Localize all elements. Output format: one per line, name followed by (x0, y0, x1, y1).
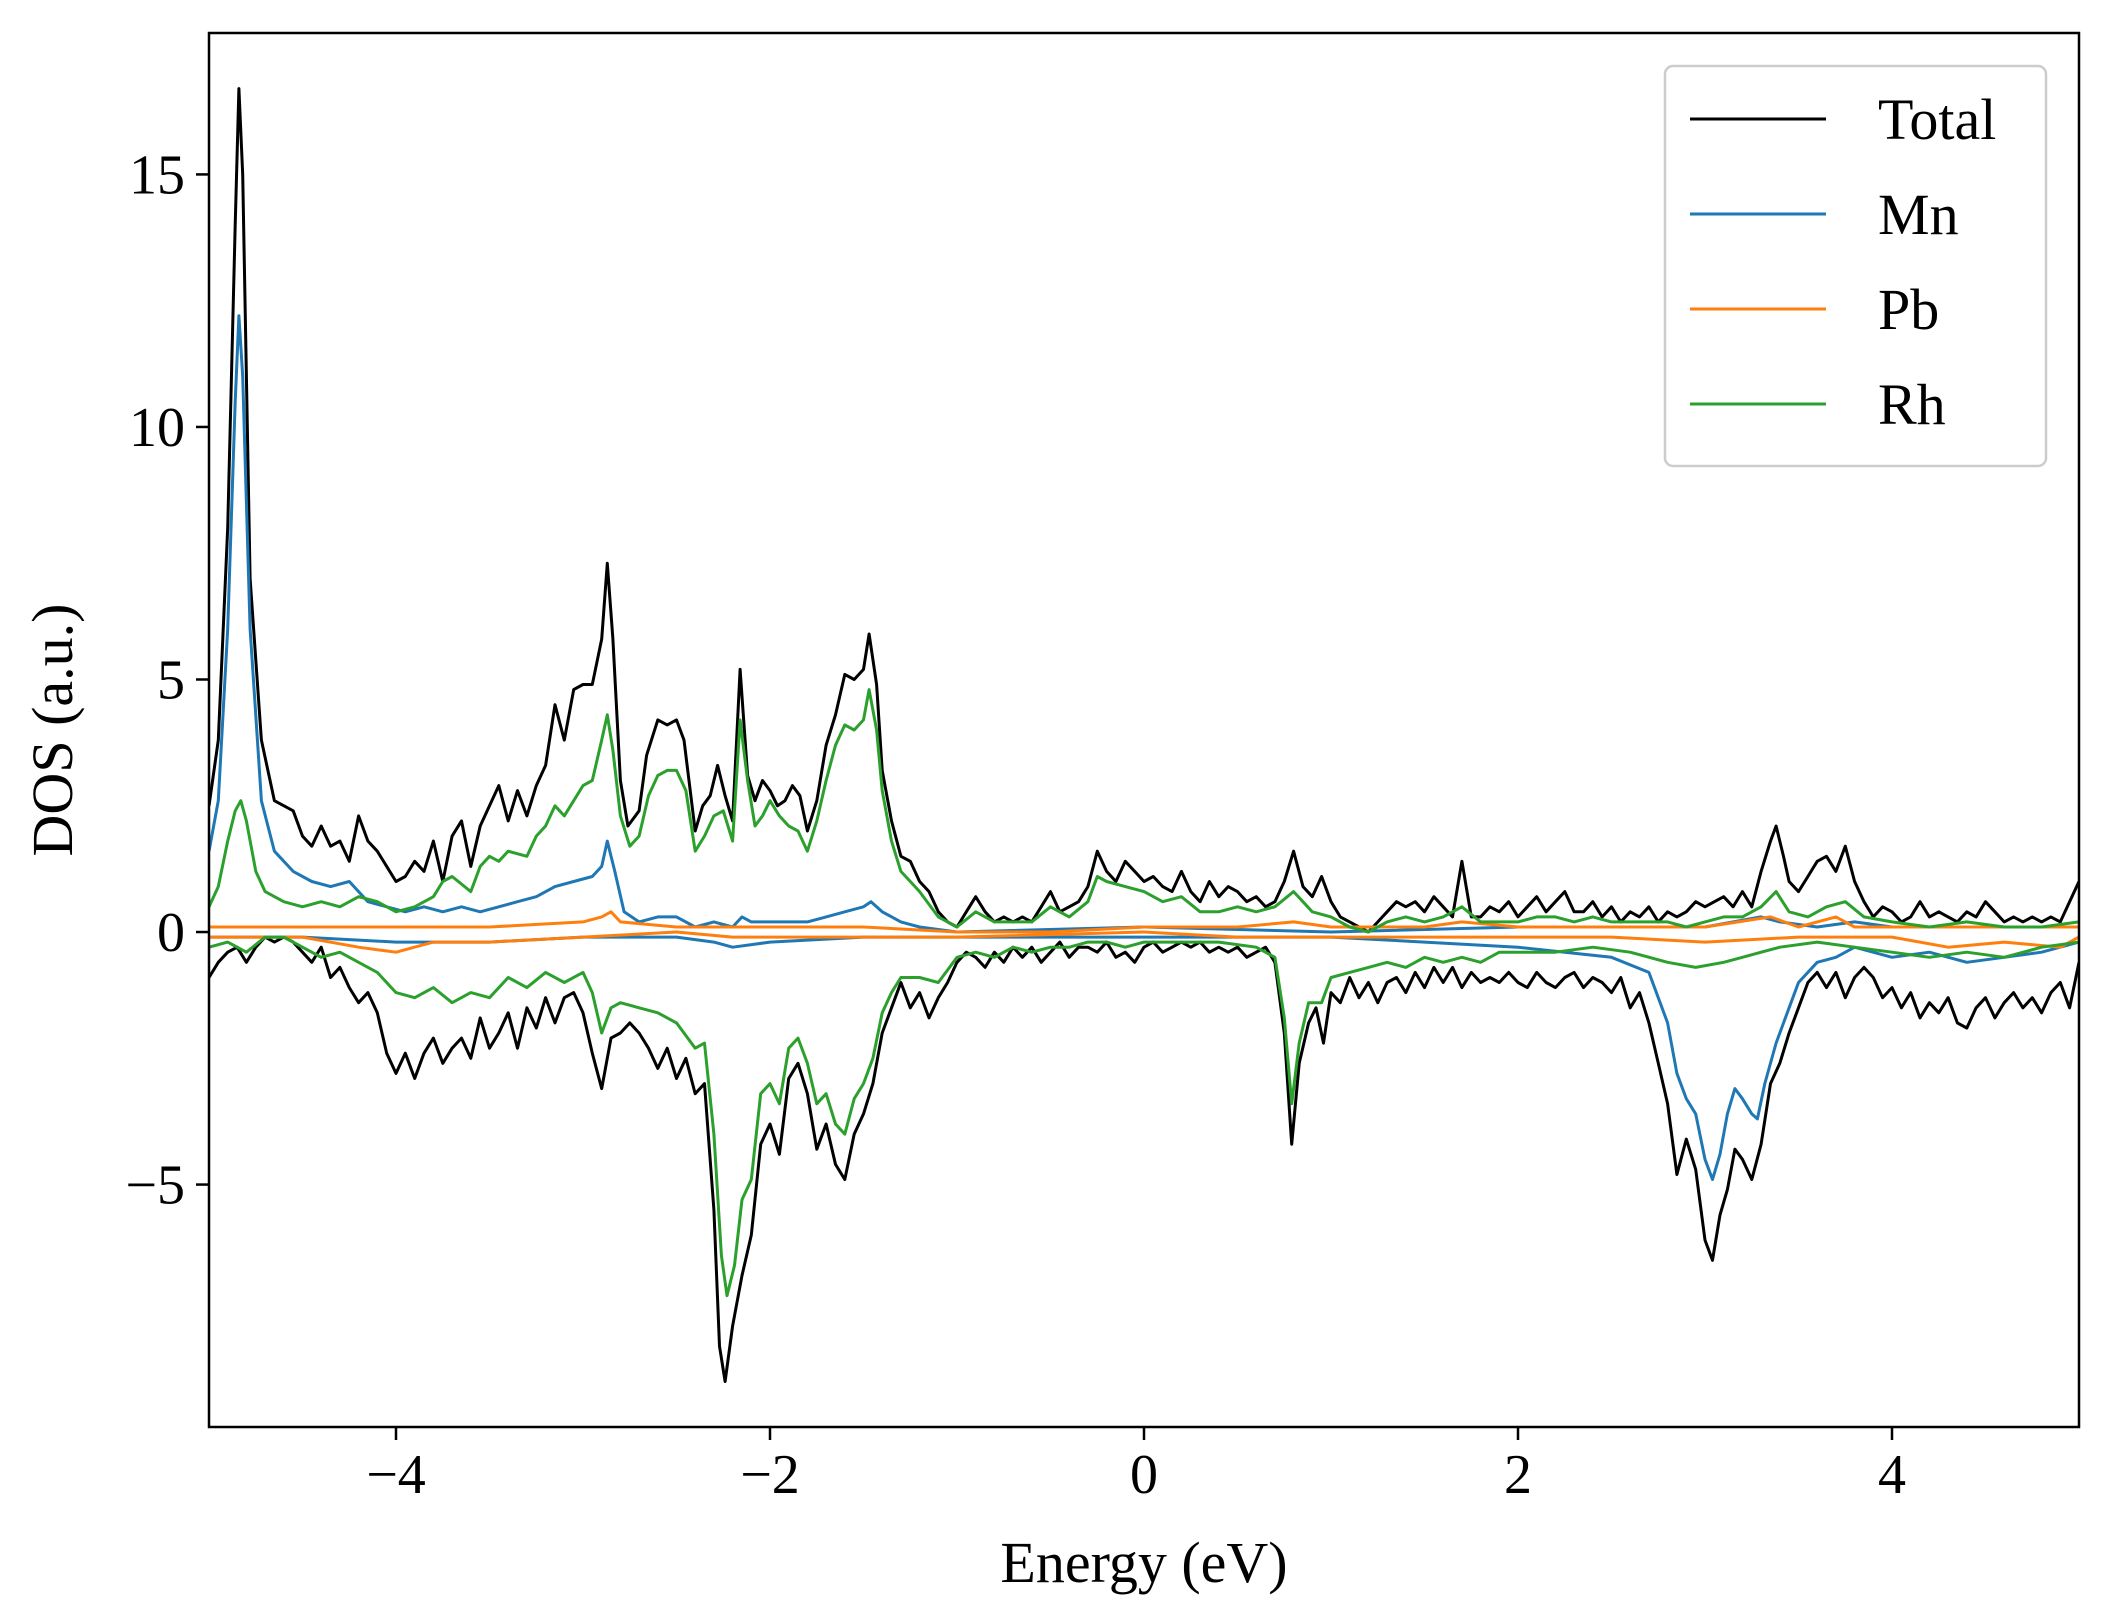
x-tick-label: −4 (366, 1444, 426, 1506)
y-tick-label: 15 (129, 144, 185, 206)
legend: Total Mn Pb Rh (1663, 64, 2048, 468)
y-axis-label: DOS (a.u.) (20, 604, 85, 857)
legend-label-total: Total (1878, 87, 1996, 152)
x-tick-label: 4 (1878, 1444, 1906, 1506)
legend-box (1663, 64, 2048, 468)
x-axis-label: Energy (eV) (1000, 1530, 1287, 1595)
series-line-rh-down (209, 935, 2079, 1298)
series-line-pb-down (209, 930, 2079, 954)
series-line-mn-down (209, 935, 2079, 1181)
legend-label-mn: Mn (1878, 182, 1959, 247)
legend-label-rh: Rh (1878, 372, 1946, 437)
y-axis: −5 0 5 10 15 (125, 144, 209, 1217)
y-tick-label: 5 (157, 649, 185, 711)
y-tick-label: 0 (157, 902, 185, 964)
series-line-total-up (209, 87, 2079, 934)
series-line-mn-up (209, 314, 2079, 934)
series-line-pb-up (209, 910, 2079, 934)
x-axis: −4 −2 0 2 4 (366, 1427, 1906, 1506)
y-tick-label: 10 (129, 397, 185, 459)
legend-label-pb: Pb (1878, 277, 1939, 342)
plot-area (209, 87, 2079, 1383)
y-tick-label: −5 (125, 1155, 185, 1217)
x-tick-label: −2 (740, 1444, 800, 1506)
series-line-rh-up (209, 688, 2079, 934)
x-tick-label: 2 (1504, 1444, 1532, 1506)
series-line-total-down (209, 935, 2079, 1383)
x-tick-label: 0 (1130, 1444, 1158, 1506)
